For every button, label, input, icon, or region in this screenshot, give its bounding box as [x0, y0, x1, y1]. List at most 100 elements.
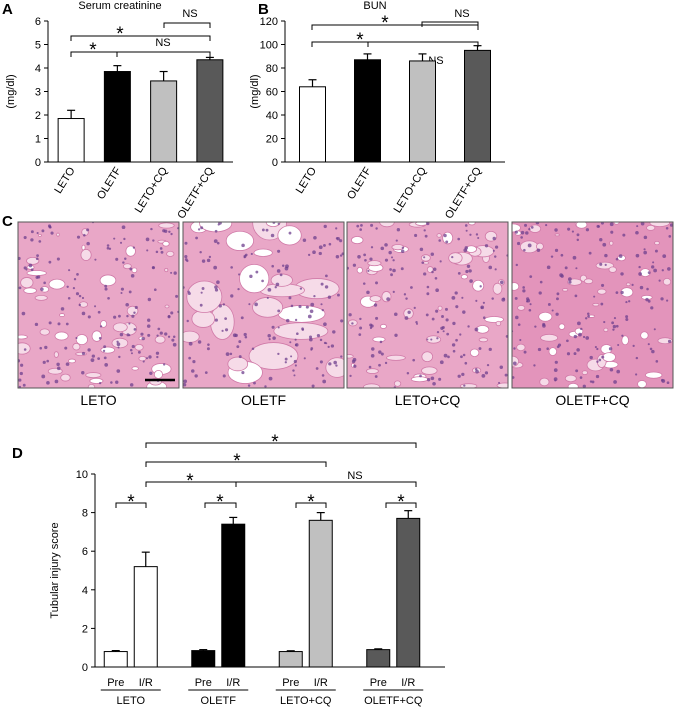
- nucleus: [401, 246, 404, 249]
- lumen: [100, 320, 108, 328]
- nucleus: [389, 268, 392, 271]
- lumen: [564, 374, 577, 383]
- nucleus: [439, 260, 442, 263]
- lumen: [448, 252, 463, 264]
- panel-label: D: [12, 445, 23, 462]
- bar: [103, 71, 131, 163]
- nucleus: [613, 380, 617, 384]
- nucleus: [524, 223, 528, 227]
- bar: [221, 523, 246, 668]
- nucleus: [647, 299, 651, 303]
- nucleus: [67, 296, 71, 300]
- nucleus: [44, 345, 48, 350]
- nucleus: [110, 381, 113, 384]
- lumen: [85, 372, 102, 379]
- lumen: [380, 323, 387, 329]
- nucleus: [289, 341, 292, 344]
- lumen: [131, 267, 138, 274]
- y-tick-label: 4: [35, 63, 41, 75]
- nucleus: [124, 257, 127, 261]
- nucleus: [277, 326, 280, 329]
- lumen: [603, 327, 609, 333]
- nucleus: [132, 246, 135, 249]
- nucleus: [68, 269, 71, 272]
- nucleus: [341, 252, 344, 256]
- nucleus: [81, 311, 86, 316]
- nucleus: [145, 357, 149, 360]
- bar: [133, 566, 158, 668]
- nucleus: [21, 311, 26, 316]
- nucleus: [87, 348, 91, 352]
- nucleus: [36, 254, 39, 258]
- nucleus: [164, 229, 168, 233]
- nucleus: [556, 292, 560, 296]
- nucleus: [49, 226, 52, 229]
- nucleus: [652, 261, 655, 264]
- nucleus: [36, 231, 39, 235]
- nucleus: [272, 336, 276, 340]
- nucleus: [520, 236, 523, 239]
- nucleus: [498, 381, 501, 384]
- y-tick-label: 20: [266, 134, 278, 146]
- bar: [354, 59, 381, 163]
- significance-bracket: [311, 24, 479, 30]
- nucleus: [118, 314, 121, 318]
- bar: [366, 649, 391, 668]
- lumen: [517, 305, 526, 311]
- nucleus: [129, 383, 134, 387]
- nucleus: [358, 333, 362, 336]
- nucleus: [463, 248, 468, 253]
- lumen: [592, 303, 600, 307]
- micrograph-border: [346, 221, 509, 389]
- lumen: [362, 383, 381, 388]
- nucleus: [275, 282, 280, 287]
- nucleus: [200, 291, 203, 294]
- nucleus: [611, 321, 615, 325]
- nucleus: [22, 383, 26, 387]
- tissue-bg: [18, 222, 179, 388]
- nucleus: [554, 360, 558, 364]
- x-tick-label: OLETF: [95, 165, 124, 202]
- lumen: [158, 222, 175, 229]
- nucleus: [636, 225, 639, 228]
- nucleus: [41, 374, 46, 379]
- nucleus: [104, 363, 109, 367]
- nucleus: [310, 302, 315, 307]
- nucleus: [170, 311, 174, 315]
- nucleus: [175, 294, 179, 298]
- nucleus: [539, 280, 543, 284]
- nucleus: [625, 301, 628, 304]
- nucleus: [474, 327, 479, 332]
- nucleus: [285, 264, 289, 269]
- lumen: [484, 316, 504, 323]
- nucleus: [253, 381, 256, 385]
- nucleus: [349, 374, 352, 378]
- nucleus: [35, 257, 39, 261]
- nucleus: [288, 296, 292, 300]
- nucleus: [46, 381, 50, 385]
- nucleus: [478, 347, 482, 351]
- lumen: [420, 254, 431, 262]
- nucleus: [288, 231, 292, 235]
- nucleus: [439, 360, 444, 365]
- nucleus: [514, 230, 518, 234]
- nucleus: [446, 332, 450, 336]
- nucleus: [421, 261, 424, 264]
- y-tick-label: 60: [266, 87, 278, 99]
- nucleus: [384, 258, 389, 262]
- nucleus: [566, 339, 569, 343]
- nucleus: [309, 335, 313, 339]
- lumen: [347, 354, 354, 359]
- bar: [464, 49, 491, 163]
- nucleus: [467, 325, 470, 328]
- nucleus: [369, 257, 373, 261]
- nucleus: [438, 377, 442, 381]
- nucleus: [584, 317, 588, 320]
- lumen: [225, 230, 254, 251]
- x-tick-label: OLETF+CQ: [443, 165, 484, 221]
- nucleus: [86, 228, 90, 232]
- nucleus: [522, 286, 525, 289]
- nucleus: [352, 357, 357, 362]
- y-tick-label: 40: [266, 110, 278, 122]
- micrograph-caption: OLETF: [241, 392, 286, 408]
